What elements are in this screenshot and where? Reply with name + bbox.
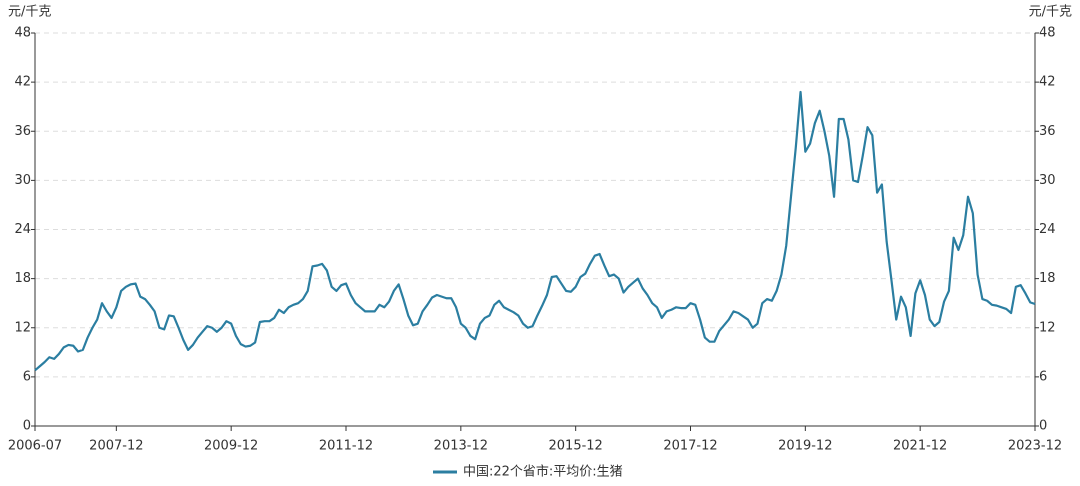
x-tick-label: 2019-12 — [778, 439, 832, 454]
x-tick-label: 2006-07 — [8, 439, 62, 454]
data-line — [34, 90, 1036, 372]
y-axis-label: 元/千克 — [8, 5, 51, 20]
y2-tick-label: 36 — [1039, 124, 1056, 139]
y2-axis-label: 元/千克 — [1029, 5, 1072, 20]
x-tick-label: 2017-12 — [663, 439, 717, 454]
x-tick-label: 2021-12 — [893, 439, 947, 454]
y2-tick-label: 18 — [1039, 271, 1056, 286]
y2-tick-label: 6 — [1039, 369, 1047, 384]
x-tick-label: 2011-12 — [319, 439, 373, 454]
y-tick-label: 12 — [14, 320, 31, 335]
y2-tick-label: 0 — [1039, 419, 1047, 434]
x-tick-label: 2007-12 — [89, 439, 143, 454]
y2-tick-label: 48 — [1039, 26, 1056, 41]
y-tick-label: 6 — [23, 369, 31, 384]
y2-tick-label: 42 — [1039, 75, 1056, 90]
y-tick-label: 24 — [14, 222, 31, 237]
x-tick-label: 2015-12 — [549, 439, 603, 454]
y2-tick-label: 12 — [1039, 320, 1056, 335]
y-tick-label: 30 — [14, 173, 31, 188]
y-tick-label: 48 — [14, 26, 31, 41]
y-tick-label: 36 — [14, 124, 31, 139]
y-tick-label: 42 — [14, 75, 31, 90]
y2-tick-label: 30 — [1039, 173, 1056, 188]
y-tick-label: 18 — [14, 271, 31, 286]
y-tick-label: 0 — [23, 419, 31, 434]
x-tick-label: 2013-12 — [434, 439, 488, 454]
y2-tick-label: 24 — [1039, 222, 1056, 237]
x-tick-label: 2009-12 — [204, 439, 258, 454]
legend-label: 中国:22个省市:平均价:生猪 — [463, 464, 623, 480]
x-tick-label: 2023-12 — [1008, 439, 1062, 454]
